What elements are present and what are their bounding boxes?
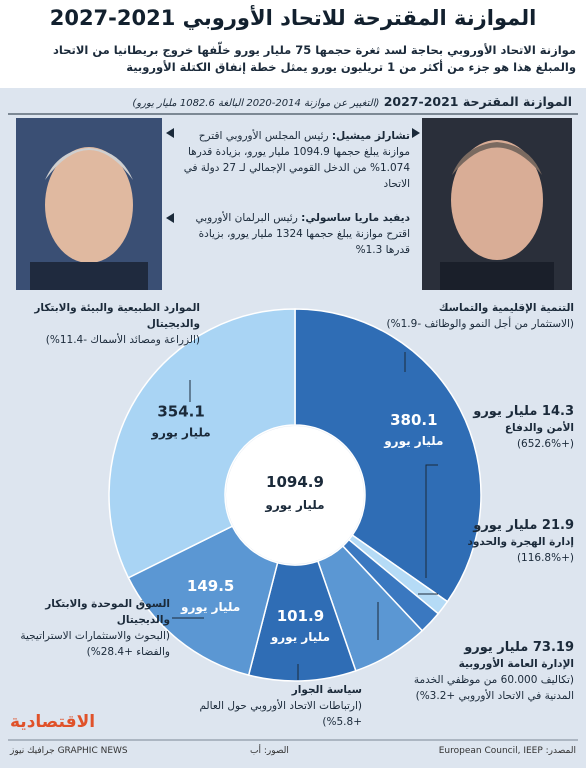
photo-left xyxy=(16,118,162,290)
pointer xyxy=(166,128,174,138)
pointer xyxy=(412,128,420,138)
unit-label: مليار يورو xyxy=(383,434,443,449)
category-label: سياسة الجوار (ارتباطات الاتحاد الأوروبي ح… xyxy=(196,682,362,730)
unit-label: مليار يورو xyxy=(270,630,330,645)
person-desc: رئيس المجلس الأوروبي اقترح موازنة يبلغ ح… xyxy=(183,130,410,190)
leader-lines xyxy=(172,352,438,680)
category-label: 21.9 مليار يورو إدارة الهجرة والحدود (+116… xyxy=(442,518,574,566)
header-bg xyxy=(0,0,586,88)
unit-label: مليار يورو xyxy=(264,498,324,513)
unit: مليار يورو xyxy=(473,518,538,533)
category-name: الموارد الطبيعية والبيئة والابتكار والدي… xyxy=(34,302,200,330)
person-text: ديفيد ماريا ساسولي: رئيس البرلمان الأورو… xyxy=(178,210,411,258)
value-label: 101.9 xyxy=(277,607,324,625)
category-desc: (تكاليف 60.000 من موظفي الخدمة المدنية ف… xyxy=(413,674,574,702)
unit: مليار يورو xyxy=(464,640,529,655)
photo-credit: الصور: أب xyxy=(250,746,289,756)
pointer xyxy=(166,213,174,223)
person-text: تشارلز ميشيل: رئيس المجلس الأوروبي اقترح… xyxy=(178,128,410,192)
category-label: السوق الموحدة والابتكار والديجيتال (البحو… xyxy=(10,596,170,660)
unit-label: مليار يورو xyxy=(180,600,240,615)
person-name: ديفيد ماريا ساسولي: xyxy=(301,212,410,224)
source: المصدر: European Council, IEEP xyxy=(438,746,576,756)
leader-line xyxy=(425,464,438,578)
value-label: 21.9 مليار يورو xyxy=(442,518,574,534)
donut-hole xyxy=(226,426,364,564)
donut-segment xyxy=(294,308,482,603)
total-label: 1094.9 xyxy=(266,473,324,491)
value-label: 149.5 xyxy=(187,577,234,595)
unit-label: مليار يورو xyxy=(150,425,210,440)
category-label: التنمية الإقليمية والتماسك (الاستثمار من … xyxy=(370,300,574,332)
section-title-text: الموازنة المقترحة 2021-2027 xyxy=(383,94,572,109)
category-name: التنمية الإقليمية والتماسك xyxy=(438,302,574,314)
person-desc: رئيس البرلمان الأوروبي اقترح موازنة يبلغ… xyxy=(195,212,411,256)
category-label: الموارد الطبيعية والبيئة والابتكار والدي… xyxy=(10,300,200,348)
value-label: 14.3 مليار يورو xyxy=(442,404,574,420)
category-desc: (الزراعة ومصائد الأسماك -11.4%) xyxy=(45,334,200,346)
category-desc: (+116.8%) xyxy=(516,552,574,564)
section-note: (التغيير عن موازنة 2014-2020 البالغة 108… xyxy=(132,98,380,109)
category-name: الأمن والدفاع xyxy=(504,422,574,434)
agency: GRAPHIC NEWS جرافيك نيوز xyxy=(10,746,128,756)
category-desc: (البحوث والاستثمارات الاستراتيجية والفضا… xyxy=(20,630,170,658)
category-name: الإدارة العامة الأوروبية xyxy=(458,658,574,670)
category-name: إدارة الهجرة والحدود xyxy=(467,536,574,548)
category-label: 14.3 مليار يورو الأمن والدفاع (+652.6%) xyxy=(442,404,574,452)
section-title: الموازنة المقترحة 2021-2027 (التغيير عن … xyxy=(132,94,572,109)
category-desc: (+652.6%) xyxy=(516,438,574,450)
logo: الاقتصادية xyxy=(10,712,96,732)
value-label: 380.1 xyxy=(390,411,437,429)
donut-segment xyxy=(108,308,296,579)
category-name: سياسة الجوار xyxy=(291,684,362,696)
value: 21.9 xyxy=(541,518,574,533)
category-label: 73.19 مليار يورو الإدارة العامة الأوروبية… xyxy=(392,640,574,704)
donut-segment xyxy=(127,525,279,677)
title: الموازنة المقترحة للاتحاد الأوروبي 2021-… xyxy=(49,6,537,30)
category-name: السوق الموحدة والابتكار والديجيتال xyxy=(45,598,170,626)
category-desc: (ارتباطات الاتحاد الأوروبي حول العالم +5… xyxy=(199,700,362,728)
value-label: 73.19 مليار يورو xyxy=(392,640,574,656)
value: 14.3 xyxy=(541,404,574,419)
value-label: 354.1 xyxy=(157,402,204,420)
subtitle: موازنة الاتحاد الأوروبي بحاجة لسد ثغرة ح… xyxy=(53,43,576,74)
category-desc: (الاستثمار من أجل النمو والوظائف -1.9%) xyxy=(386,318,574,330)
person-name: تشارلز ميشيل: xyxy=(331,130,410,142)
photo-right xyxy=(422,118,572,290)
value: 73.19 xyxy=(532,640,574,655)
unit: مليار يورو xyxy=(473,404,538,419)
